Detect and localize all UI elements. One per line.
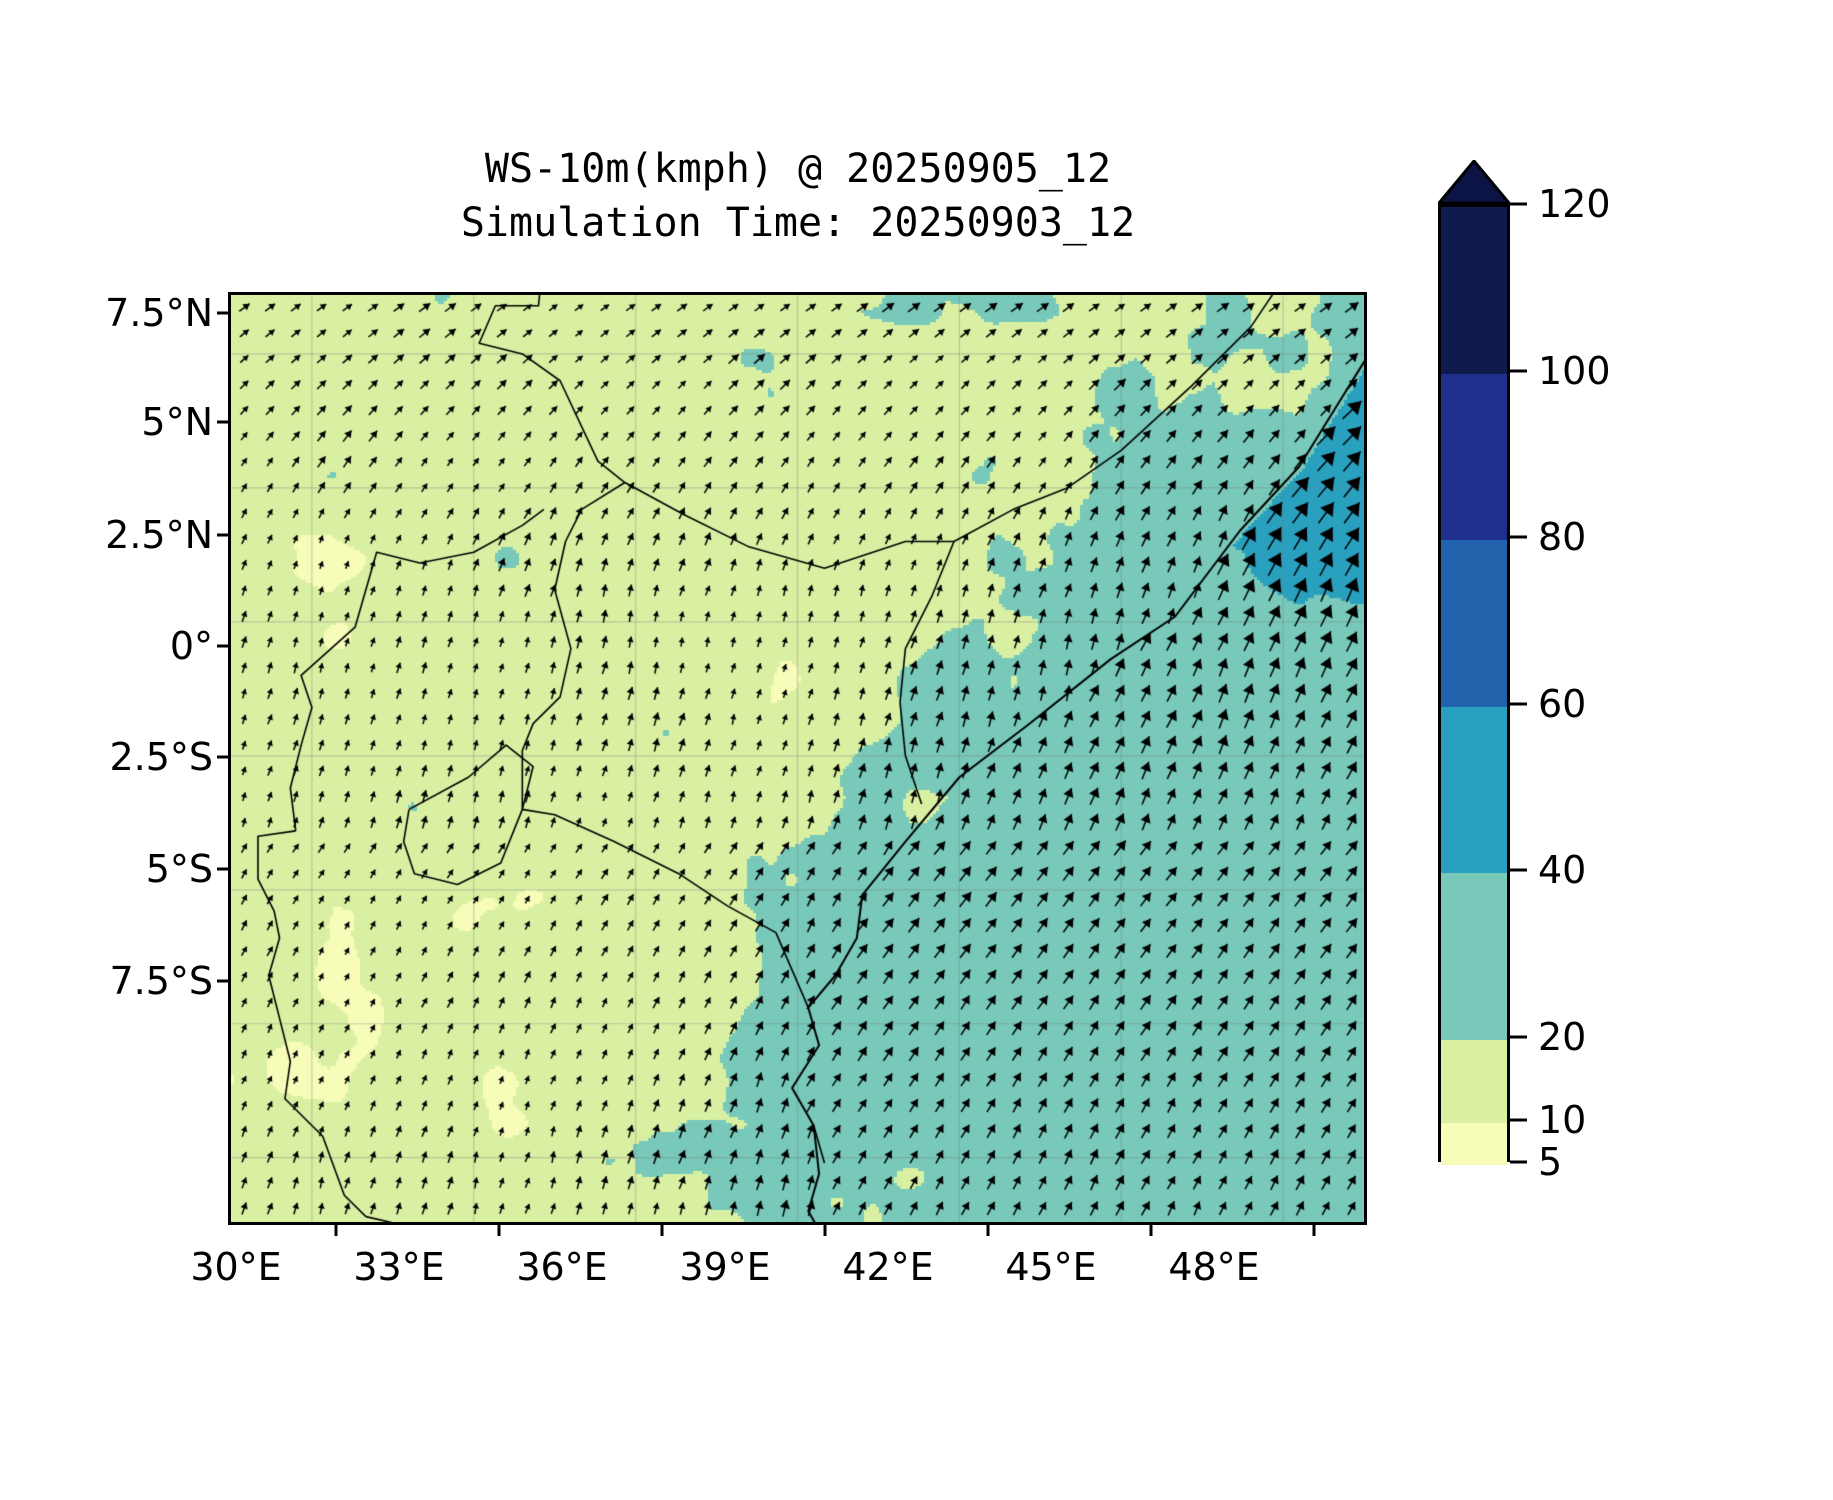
colorbar-band-100-120 <box>1441 207 1507 374</box>
ytick-label-6: 7.5°S <box>109 959 213 1003</box>
xtick-mark-5 <box>1149 1225 1153 1236</box>
ytick-mark-3 <box>217 644 228 648</box>
colorbar-tick-100 <box>1510 369 1527 373</box>
ytick-mark-4 <box>217 755 228 759</box>
ytick-mark-1 <box>217 420 228 424</box>
xtick-label-0: 30°E <box>190 1245 282 1289</box>
colorbar-tick-60 <box>1510 702 1527 706</box>
ytick-mark-6 <box>217 979 228 983</box>
chart-title-block: WS-10m(kmph) @ 20250905_12 Simulation Ti… <box>228 142 1368 250</box>
colorbar-label-100: 100 <box>1538 348 1611 393</box>
wind-speed-colorbar[interactable]: 5 10 20 40 60 80 100 120 <box>1438 160 1611 1184</box>
xtick-mark-3 <box>823 1225 827 1236</box>
colorbar-band-40-60 <box>1441 706 1507 874</box>
xtick-label-3: 39°E <box>679 1245 771 1289</box>
xtick-mark-0 <box>334 1225 338 1236</box>
xtick-label-6: 48°E <box>1168 1245 1260 1289</box>
colorbar-label-120: 120 <box>1538 182 1611 226</box>
xtick-mark-4 <box>986 1225 990 1236</box>
ytick-mark-5 <box>217 867 228 871</box>
colorbar-label-80: 80 <box>1538 515 1587 560</box>
xtick-label-1: 33°E <box>353 1245 445 1289</box>
ytick-label-2: 2.5°N <box>105 513 213 557</box>
colorbar-tick-120 <box>1510 202 1527 206</box>
colorbar-band-20-40 <box>1441 873 1507 1040</box>
map-raster <box>231 295 1364 1222</box>
colorbar-label-5: 5 <box>1538 1140 1563 1184</box>
colorbar-label-60: 60 <box>1538 681 1587 726</box>
chart-subtitle: Simulation Time: 20250903_12 <box>460 200 1136 246</box>
ytick-label-1: 5°N <box>141 400 213 444</box>
ytick-label-5: 5°S <box>145 847 213 891</box>
colorbar-band-10-20 <box>1441 1039 1507 1124</box>
xtick-mark-1 <box>497 1225 501 1236</box>
ytick-label-4: 2.5°S <box>109 735 213 779</box>
ytick-label-0: 7.5°N <box>105 291 213 335</box>
ytick-mark-0 <box>217 311 228 315</box>
colorbar-tick-40 <box>1510 868 1527 872</box>
xtick-label-2: 36°E <box>516 1245 608 1289</box>
xtick-label-5: 45°E <box>1005 1245 1097 1289</box>
xtick-mark-6 <box>1312 1225 1316 1236</box>
chart-title: WS-10m(kmph) @ 20250905_12 <box>484 146 1112 192</box>
colorbar-tick-80 <box>1510 535 1527 539</box>
colorbar-tick-20 <box>1510 1035 1527 1039</box>
colorbar-label-10: 10 <box>1538 1098 1587 1143</box>
colorbar-label-40: 40 <box>1538 848 1587 893</box>
colorbar-band-60-80 <box>1441 540 1507 707</box>
colorbar-tick-5 <box>1510 1160 1527 1164</box>
xtick-mark-2 <box>660 1225 664 1236</box>
colorbar-tick-10 <box>1510 1118 1527 1122</box>
colorbar-band-5-10 <box>1441 1123 1507 1165</box>
xtick-label-4: 42°E <box>842 1245 934 1289</box>
colorbar-extend-arrow <box>1438 160 1510 204</box>
colorbar-band-80-100 <box>1441 373 1507 541</box>
colorbar-bands <box>1438 204 1510 1165</box>
ytick-label-3: 0° <box>169 624 213 668</box>
colorbar-label-20: 20 <box>1538 1015 1587 1060</box>
wind-speed-map[interactable] <box>228 292 1367 1225</box>
ytick-mark-2 <box>217 533 228 537</box>
